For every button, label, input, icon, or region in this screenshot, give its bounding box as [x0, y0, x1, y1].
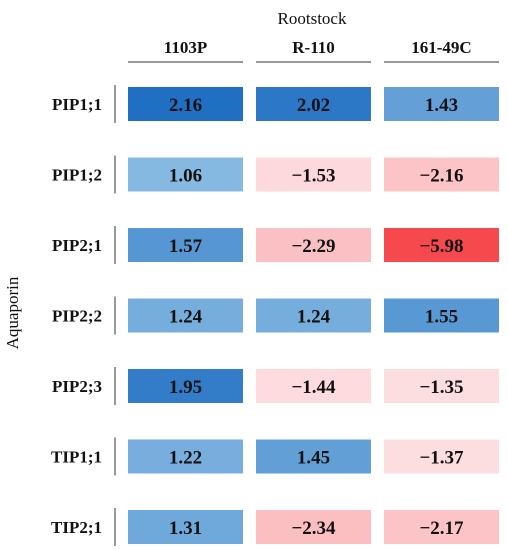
- cell-value-label: 1.55: [425, 307, 458, 328]
- heatmap-cell: [128, 298, 243, 333]
- cell-value-label: 1.45: [297, 448, 330, 469]
- cell-value-label: 1.31: [169, 518, 202, 539]
- row-headers: PIP1;1 PIP1;2 PIP2;1 PIP2;2 PIP2;3 TIP1;1 TIP2…: [51, 85, 116, 546]
- cell-value-label: 2.02: [297, 95, 330, 116]
- column-headers: 1103P R-110 161-49C: [128, 38, 499, 63]
- heatmap-cell: [384, 228, 499, 262]
- cell-value-label: −2.16: [419, 166, 463, 187]
- heatmap-cell: [128, 439, 243, 474]
- cell-value-label: 1.95: [169, 377, 202, 398]
- heatmap-cell: [256, 439, 371, 474]
- heatmap-cell: [128, 157, 243, 192]
- cell-value-label: 1.06: [169, 166, 202, 187]
- column-label: 161-49C: [411, 38, 471, 57]
- heatmap-cell: [256, 369, 371, 403]
- column-label: 1103P: [164, 38, 207, 57]
- row-label: TIP1;1: [51, 448, 102, 467]
- heatmap-cell: [256, 87, 371, 121]
- cell-value-label: 2.16: [169, 95, 202, 116]
- heatmap-cell: [256, 228, 371, 262]
- row-label: PIP1;1: [52, 95, 102, 114]
- heatmap-cell: [256, 157, 371, 192]
- cell-value-label: −1.37: [419, 448, 464, 469]
- heatmap-cell: [128, 87, 243, 121]
- heatmap-cell: [384, 87, 499, 121]
- cell-value-label: −1.53: [291, 166, 335, 187]
- heatmap-cell: [256, 298, 371, 333]
- cell-value-label: 1.24: [169, 307, 203, 328]
- x-axis-title: Rootstock: [278, 9, 347, 28]
- column-label: R-110: [292, 38, 335, 57]
- cell-value-label: −5.98: [419, 236, 463, 257]
- heatmap-cell: [128, 369, 243, 403]
- heatmap-cell: [384, 439, 499, 474]
- row-label: PIP2;3: [52, 377, 102, 396]
- row-label: PIP1;2: [52, 166, 102, 185]
- cell-value-label: −1.35: [419, 377, 463, 398]
- cell-value-label: −1.44: [291, 377, 336, 398]
- heatmap-cell: [384, 369, 499, 403]
- row-label: TIP2;1: [51, 518, 102, 537]
- heatmap-cell: [128, 228, 243, 262]
- cell-value-label: −2.34: [291, 518, 336, 539]
- cell-value-label: 1.22: [169, 448, 202, 469]
- y-axis-title: Aquaporin: [3, 276, 22, 349]
- heatmap-cell: [256, 510, 371, 544]
- cell-value-label: −2.29: [291, 236, 335, 257]
- heatmap-cells: 2.16 2.02 1.43 1.06 −1.53 −2.16 1.57 −2.29 −5.98…: [128, 87, 499, 544]
- cell-value-label: 1.57: [169, 236, 203, 257]
- heatmap-cell: [384, 510, 499, 544]
- cell-value-label: −2.17: [419, 518, 464, 539]
- row-label: PIP2;1: [52, 236, 102, 255]
- cell-value-label: 1.24: [297, 307, 331, 328]
- cell-value-label: 1.43: [425, 95, 458, 116]
- heatmap-cell: [128, 510, 243, 544]
- heatmap-cell: [384, 157, 499, 192]
- row-label: PIP2;2: [52, 307, 102, 326]
- heatmap-cell: [384, 298, 499, 333]
